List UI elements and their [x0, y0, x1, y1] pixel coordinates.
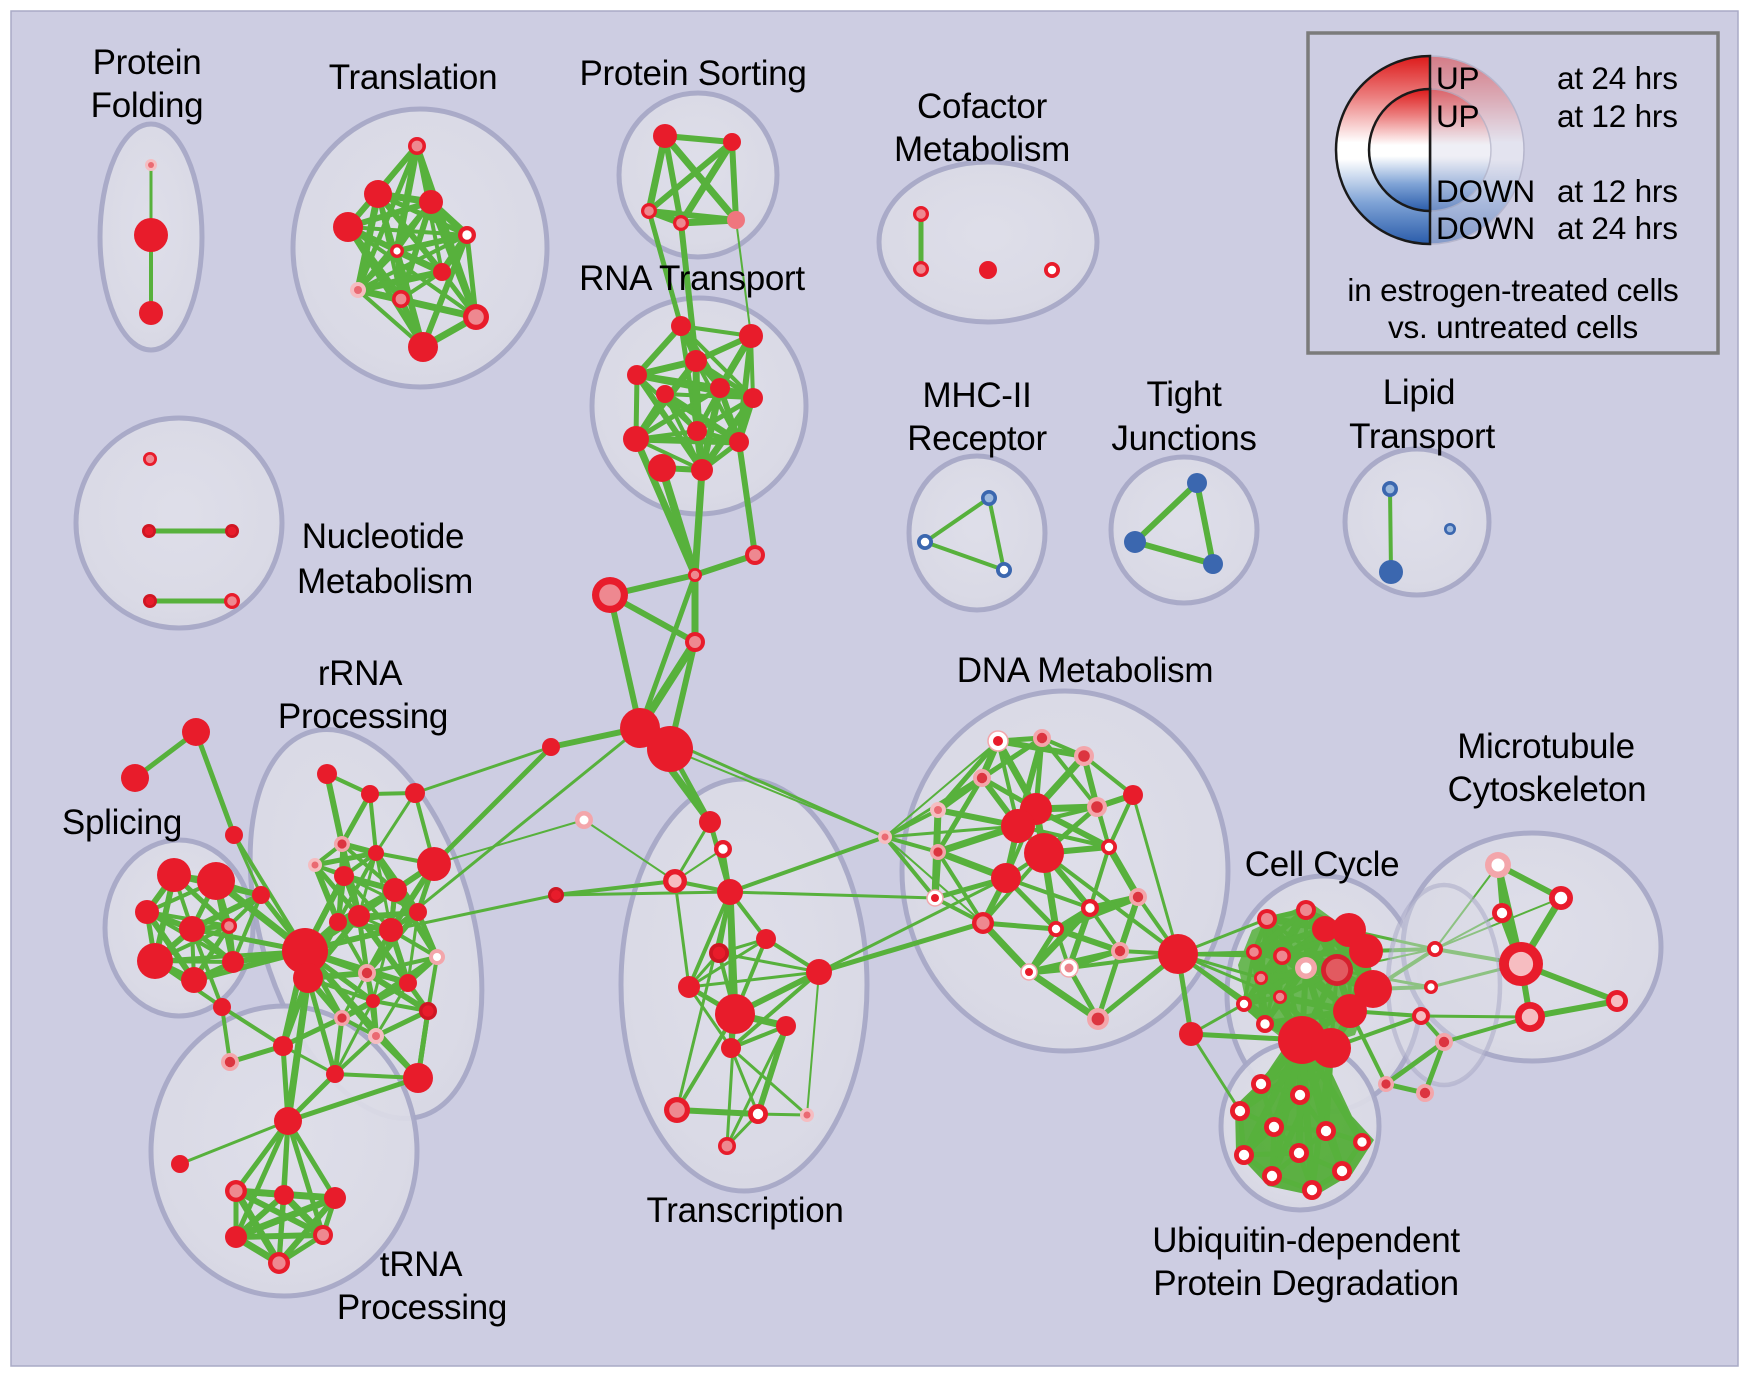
svg-text:Nucleotide: Nucleotide [302, 517, 464, 556]
svg-text:Junctions: Junctions [1111, 419, 1256, 458]
svg-text:Lipid: Lipid [1383, 373, 1455, 412]
svg-text:Cytoskeleton: Cytoskeleton [1448, 770, 1647, 809]
svg-text:Ubiquitin-dependent: Ubiquitin-dependent [1152, 1221, 1460, 1260]
svg-text:Metabolism: Metabolism [297, 562, 473, 601]
svg-text:Protein: Protein [93, 43, 202, 82]
svg-text:Folding: Folding [91, 86, 204, 125]
svg-text:UP: UP [1436, 98, 1479, 134]
svg-text:at 24 hrs: at 24 hrs [1557, 210, 1678, 246]
svg-text:Translation: Translation [329, 58, 498, 97]
svg-text:vs. untreated cells: vs. untreated cells [1388, 309, 1638, 345]
svg-text:Transcription: Transcription [646, 1191, 843, 1230]
svg-text:Protein Degradation: Protein Degradation [1153, 1264, 1459, 1303]
svg-text:RNA Transport: RNA Transport [579, 259, 805, 298]
svg-text:UP: UP [1436, 60, 1479, 96]
svg-text:Processing: Processing [337, 1288, 507, 1327]
svg-text:at 24 hrs: at 24 hrs [1557, 60, 1678, 96]
svg-text:in estrogen-treated cells: in estrogen-treated cells [1347, 272, 1678, 308]
svg-text:Cell Cycle: Cell Cycle [1245, 845, 1400, 884]
svg-text:Receptor: Receptor [907, 419, 1047, 458]
svg-text:DOWN: DOWN [1436, 210, 1535, 246]
svg-text:Metabolism: Metabolism [894, 130, 1070, 169]
svg-text:DNA Metabolism: DNA Metabolism [957, 651, 1213, 690]
svg-text:Splicing: Splicing [62, 803, 182, 842]
svg-text:DOWN: DOWN [1436, 173, 1535, 209]
svg-text:at 12 hrs: at 12 hrs [1557, 98, 1678, 134]
svg-text:Tight: Tight [1146, 375, 1222, 414]
svg-text:Processing: Processing [278, 697, 448, 736]
svg-text:Protein Sorting: Protein Sorting [579, 54, 806, 93]
svg-text:rRNA: rRNA [318, 654, 403, 693]
svg-text:Transport: Transport [1349, 417, 1495, 456]
svg-text:at 12 hrs: at 12 hrs [1557, 173, 1678, 209]
svg-text:Cofactor: Cofactor [917, 87, 1048, 126]
svg-text:Microtubule: Microtubule [1457, 727, 1635, 766]
svg-text:MHC-II: MHC-II [922, 376, 1031, 415]
svg-text:tRNA: tRNA [380, 1245, 463, 1284]
